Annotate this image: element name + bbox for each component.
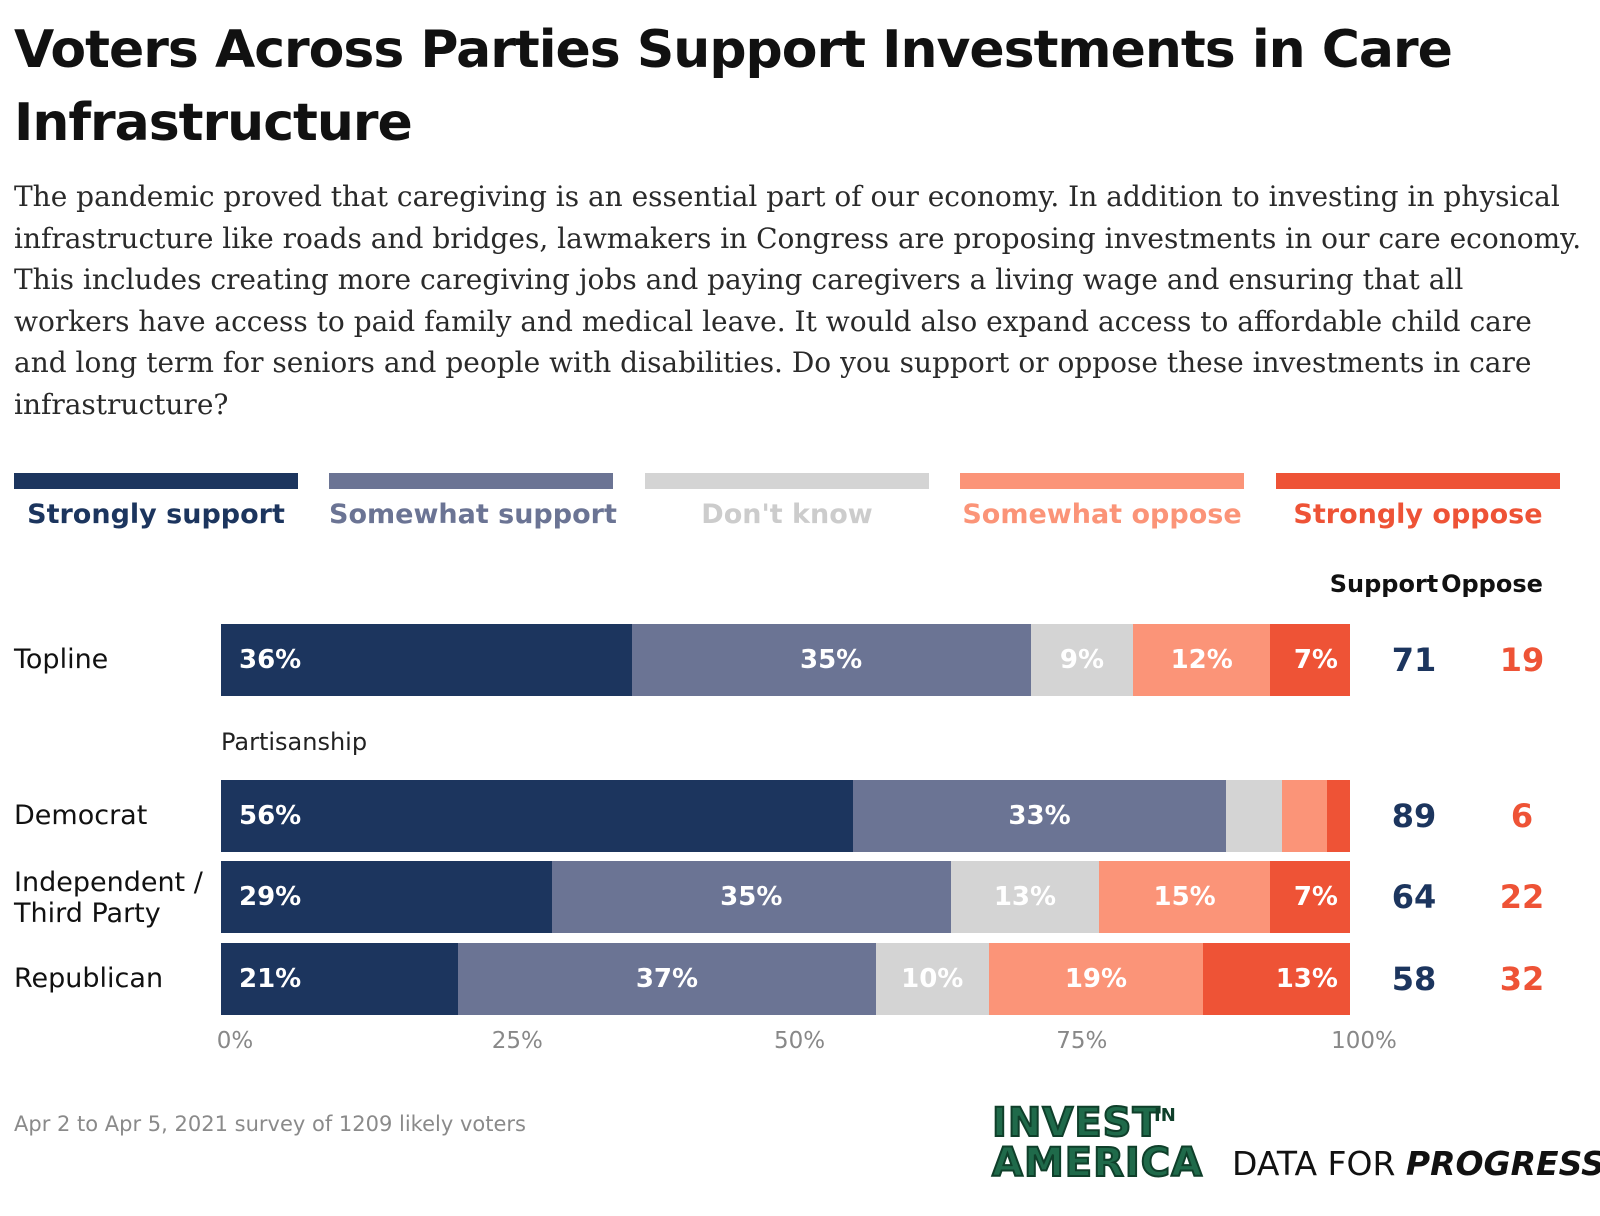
bar-democrat: 56% 33%	[221, 780, 1350, 852]
legend-label: Somewhat oppose	[962, 499, 1242, 530]
oppose-total: 22	[1499, 878, 1545, 916]
bar-segment-somewhat-support: 35%	[631, 624, 1031, 696]
bar-segment-strongly-oppose: 7%	[1270, 624, 1350, 696]
legend-item-don-t-know: Don't know	[645, 473, 929, 530]
oppose-total: 19	[1499, 641, 1545, 679]
support-column-header: Support	[1329, 570, 1439, 598]
x-tick-label: 25%	[491, 1028, 543, 1054]
bar-segment-strongly-oppose: 13%	[1203, 943, 1350, 1015]
support-total: 71	[1391, 641, 1437, 679]
legend-swatch	[329, 473, 613, 489]
legend-item-somewhat-oppose: Somewhat oppose	[960, 473, 1244, 530]
support-total: 64	[1391, 878, 1437, 916]
bar-segment-somewhat-oppose: 19%	[988, 943, 1204, 1015]
x-tick-label: 75%	[1056, 1028, 1108, 1054]
bar-segment-strongly-support: 56%	[221, 780, 854, 852]
legend-label: Somewhat support	[329, 499, 617, 530]
invest-in-america-logo: INVEST IN AMERICA	[991, 1100, 1203, 1189]
group-label-partisanship: Partisanship	[221, 728, 368, 756]
legend-item-somewhat-support: Somewhat support	[329, 473, 617, 530]
bar-segment-strongly-support: 36%	[221, 624, 632, 696]
logo-america-text: AMERICA	[991, 1140, 1204, 1186]
legend-swatch	[14, 473, 298, 489]
legend-label: Strongly support	[27, 499, 285, 530]
support-total: 58	[1391, 960, 1437, 998]
oppose-total: 6	[1510, 797, 1534, 835]
logo-in-text: IN	[1154, 1105, 1176, 1126]
chart-subtitle: The pandemic proved that caregiving is a…	[14, 180, 1582, 421]
bar-segment-strongly-support: 29%	[221, 861, 552, 933]
bar-segment-don-t-know: 13%	[950, 861, 1100, 933]
logo-invest-text: INVEST	[991, 1100, 1161, 1146]
bar-segment-strongly-support: 21%	[221, 943, 459, 1015]
chart-title: Voters Across Parties Support Investment…	[14, 20, 1453, 153]
bar-segment-don-t-know: 9%	[1030, 624, 1134, 696]
footnote: Apr 2 to Apr 5, 2021 survey of 1209 like…	[14, 1112, 526, 1136]
bar-segment-don-t-know: 10%	[875, 943, 989, 1015]
legend-swatch	[645, 473, 929, 489]
bar-segment-strongly-oppose: 7%	[1270, 861, 1350, 933]
bar-segment-somewhat-support: 35%	[551, 861, 951, 933]
bar-independent-third-party: 29% 35% 13% 15% 7%	[221, 861, 1350, 933]
row-label-topline: Topline	[14, 644, 109, 675]
x-tick-label: 100%	[1331, 1028, 1397, 1054]
data-for-progress-logo: DATA FOR PROGRESS	[1222, 1140, 1600, 1186]
row-label-republican: Republican	[14, 963, 164, 994]
legend-item-strongly-support: Strongly support	[14, 473, 298, 530]
legend-label: Don't know	[701, 499, 873, 530]
bar-segment-somewhat-support: 37%	[458, 943, 876, 1015]
support-total: 89	[1391, 797, 1437, 835]
logo-dfp-prefix: DATA FOR	[1232, 1143, 1406, 1183]
legend-swatch	[960, 473, 1244, 489]
bar-segment-don-t-know	[1225, 780, 1283, 852]
oppose-total: 32	[1499, 960, 1545, 998]
bar-republican: 21% 37% 10% 19% 13%	[221, 943, 1350, 1015]
legend-label: Strongly oppose	[1293, 499, 1543, 530]
bar-segment-somewhat-oppose	[1282, 780, 1328, 852]
legend-swatch	[1276, 473, 1560, 489]
row-label-independent-third-party: Independent / Third Party	[14, 867, 203, 929]
bar-segment-somewhat-oppose: 12%	[1133, 624, 1271, 696]
bar-segment-strongly-oppose	[1327, 780, 1350, 852]
bar-segment-somewhat-support: 33%	[853, 780, 1226, 852]
oppose-column-header: Oppose	[1441, 570, 1543, 598]
row-label-democrat: Democrat	[14, 800, 148, 831]
x-tick-label: 0%	[216, 1028, 254, 1054]
x-tick-label: 50%	[773, 1028, 826, 1054]
bar-topline: 36% 35% 9% 12% 7%	[221, 624, 1350, 696]
logo-dfp-strong: PROGRESS	[1405, 1143, 1600, 1183]
legend-item-strongly-oppose: Strongly oppose	[1276, 473, 1560, 530]
bar-segment-somewhat-oppose: 15%	[1099, 861, 1271, 933]
